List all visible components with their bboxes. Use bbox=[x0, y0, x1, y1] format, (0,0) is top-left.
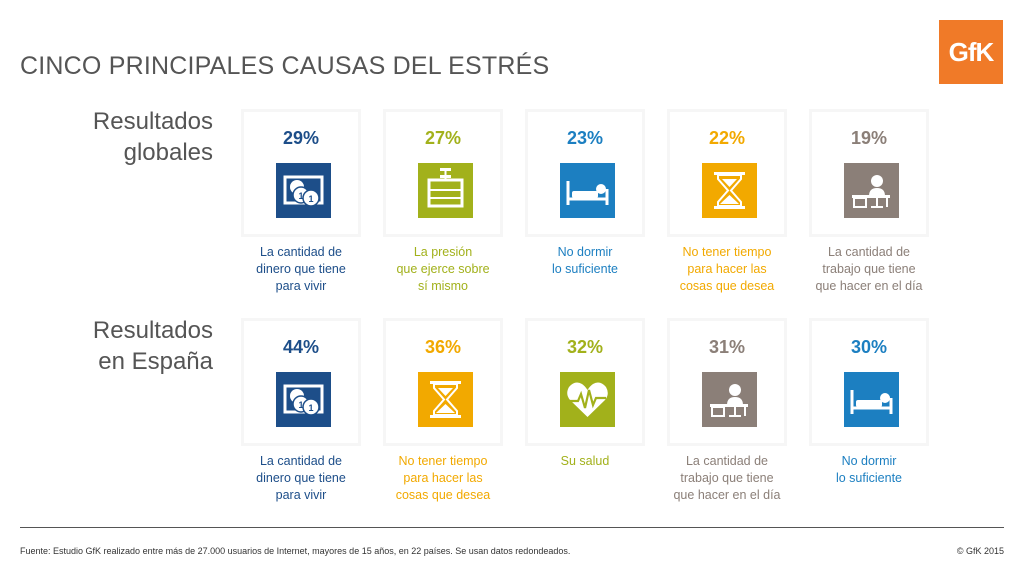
description-line: No tener tiempo bbox=[682, 245, 772, 259]
cause-description: No dormir lo suficiente bbox=[512, 244, 658, 278]
description-line: Su salud bbox=[560, 454, 610, 468]
cause-description: No tener tiempo para hacer las cosas que d… bbox=[370, 453, 516, 504]
cause-description: No dormir lo suficiente bbox=[796, 453, 942, 487]
svg-text:1: 1 bbox=[308, 194, 313, 204]
row-label-line: en España bbox=[98, 348, 213, 375]
description-line: que ejerce sobre bbox=[396, 262, 490, 276]
stress-card: 29% 1 1 bbox=[241, 109, 361, 237]
description-line: La presión bbox=[413, 245, 473, 259]
row-label-spain: Resultados en España bbox=[60, 315, 213, 377]
description-line: para hacer las bbox=[403, 471, 483, 485]
description-line: La cantidad de bbox=[685, 454, 768, 468]
stress-card: 19% bbox=[809, 109, 929, 237]
cause-description: La cantidad de trabajo que tiene que hacer… bbox=[796, 244, 942, 295]
description-line: lo suficiente bbox=[835, 471, 902, 485]
description-line: para vivir bbox=[275, 488, 327, 502]
percentage-value: 23% bbox=[566, 128, 604, 148]
desk-work-icon bbox=[702, 372, 757, 427]
description-line: No tener tiempo bbox=[398, 454, 488, 468]
money-icon: 1 1 bbox=[276, 163, 331, 218]
percentage-value: 44% bbox=[282, 337, 320, 357]
footer-divider bbox=[20, 527, 1004, 528]
percentage-value: 19% bbox=[850, 128, 888, 148]
percentage-value: 30% bbox=[850, 337, 888, 357]
heart-health-icon bbox=[560, 372, 615, 427]
stress-card: 30% bbox=[809, 318, 929, 446]
description-line: lo suficiente bbox=[551, 262, 618, 276]
description-line: que hacer en el día bbox=[815, 279, 923, 293]
sleep-icon bbox=[560, 163, 615, 218]
description-line: sí mismo bbox=[418, 279, 468, 293]
row-label-line: globales bbox=[123, 139, 213, 166]
percentage-value: 31% bbox=[708, 337, 746, 357]
description-line: dinero que tiene bbox=[256, 262, 346, 276]
cause-description: La cantidad de dinero que tiene para vivir bbox=[228, 244, 374, 295]
source-note: Fuente: Estudio GfK realizado entre más … bbox=[20, 546, 571, 556]
description-line: trabajo que tiene bbox=[680, 471, 774, 485]
cause-description: La cantidad de trabajo que tiene que hacer… bbox=[654, 453, 800, 504]
hourglass-icon bbox=[418, 372, 473, 427]
percentage-value: 22% bbox=[708, 128, 746, 148]
description-line: cosas que desea bbox=[679, 279, 775, 293]
gfk-logo: GfK bbox=[939, 20, 1003, 84]
desk-work-icon bbox=[844, 163, 899, 218]
description-line: La cantidad de bbox=[259, 454, 342, 468]
stress-card: 23% bbox=[525, 109, 645, 237]
description-line: para vivir bbox=[275, 279, 327, 293]
description-line: dinero que tiene bbox=[256, 471, 346, 485]
svg-text:1: 1 bbox=[298, 191, 303, 201]
row-label-global: Resultados globales bbox=[60, 106, 213, 168]
description-line: La cantidad de bbox=[827, 245, 910, 259]
description-line: para hacer las bbox=[687, 262, 767, 276]
percentage-value: 29% bbox=[282, 128, 320, 148]
page-title: CINCO PRINCIPALES CAUSAS DEL ESTRÉS bbox=[20, 52, 550, 80]
copyright: © GfK 2015 bbox=[956, 546, 1004, 556]
stress-card: 22% bbox=[667, 109, 787, 237]
description-line: cosas que desea bbox=[395, 488, 491, 502]
stress-card: 27% bbox=[383, 109, 503, 237]
svg-text:1: 1 bbox=[298, 400, 303, 410]
stress-card: 31% bbox=[667, 318, 787, 446]
pressure-icon bbox=[418, 163, 473, 218]
row-label-line: Resultados bbox=[92, 317, 213, 344]
percentage-value: 32% bbox=[566, 337, 604, 357]
cause-description: La presión que ejerce sobre sí mismo bbox=[370, 244, 516, 295]
description-line: que hacer en el día bbox=[673, 488, 781, 502]
percentage-value: 27% bbox=[424, 128, 462, 148]
hourglass-icon bbox=[702, 163, 757, 218]
sleep-icon bbox=[844, 372, 899, 427]
description-line: No dormir bbox=[841, 454, 897, 468]
cause-description: No tener tiempo para hacer las cosas que d… bbox=[654, 244, 800, 295]
stress-card: 32% bbox=[525, 318, 645, 446]
cause-description: La cantidad de dinero que tiene para vivir bbox=[228, 453, 374, 504]
money-icon: 1 1 bbox=[276, 372, 331, 427]
stress-card: 36% bbox=[383, 318, 503, 446]
svg-text:1: 1 bbox=[308, 403, 313, 413]
description-line: La cantidad de bbox=[259, 245, 342, 259]
cause-description: Su salud bbox=[512, 453, 658, 470]
description-line: trabajo que tiene bbox=[822, 262, 916, 276]
row-label-line: Resultados bbox=[92, 108, 213, 135]
description-line: No dormir bbox=[557, 245, 613, 259]
percentage-value: 36% bbox=[424, 337, 462, 357]
stress-card: 44% 1 1 bbox=[241, 318, 361, 446]
